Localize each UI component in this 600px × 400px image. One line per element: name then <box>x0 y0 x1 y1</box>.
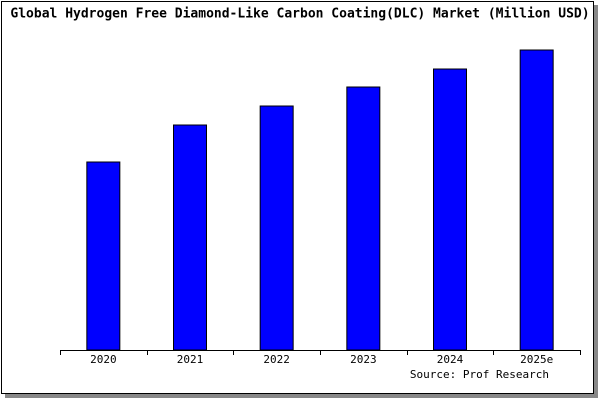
bar <box>346 86 381 351</box>
x-tick-label: 2025e <box>520 353 553 366</box>
x-tick-label: 2024 <box>437 353 464 366</box>
bar <box>433 68 467 351</box>
bar <box>259 105 294 351</box>
x-tick-label: 2022 <box>263 353 290 366</box>
bar <box>519 49 554 351</box>
chart-title: Global Hydrogen Free Diamond-Like Carbon… <box>10 7 589 22</box>
bar <box>86 161 121 351</box>
x-tick-label: 2023 <box>350 353 377 366</box>
source-note: Source: Prof Research <box>410 368 549 381</box>
bar <box>173 124 207 351</box>
x-tick-label: 2021 <box>177 353 204 366</box>
x-tick-label: 2020 <box>90 353 117 366</box>
